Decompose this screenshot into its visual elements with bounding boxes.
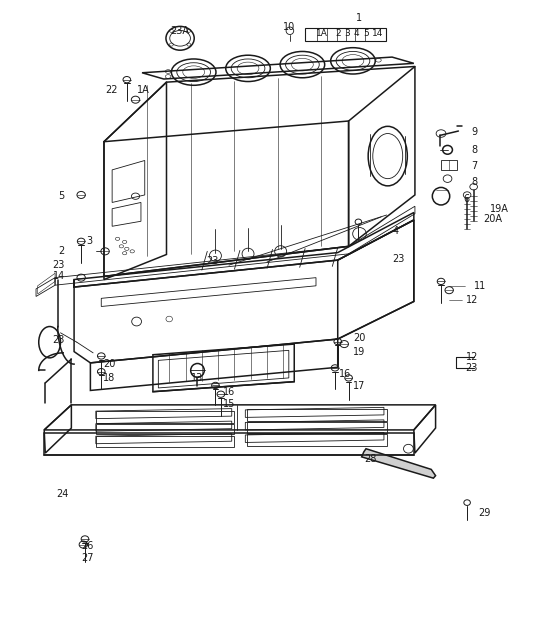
- Text: 4: 4: [354, 29, 360, 38]
- Text: 2: 2: [59, 246, 65, 256]
- Text: 9: 9: [471, 127, 477, 138]
- Text: 28: 28: [364, 455, 376, 464]
- Text: 19: 19: [353, 347, 365, 357]
- Text: 17: 17: [353, 381, 365, 391]
- Text: 14: 14: [52, 271, 65, 281]
- Text: 7: 7: [471, 161, 477, 171]
- Text: 16: 16: [222, 387, 235, 398]
- Text: 12: 12: [466, 295, 479, 305]
- Text: 15: 15: [222, 399, 235, 409]
- Text: 18: 18: [103, 373, 115, 383]
- Text: 23: 23: [465, 363, 478, 373]
- Text: 8: 8: [471, 145, 477, 155]
- Polygon shape: [362, 449, 435, 478]
- Text: 5: 5: [363, 29, 369, 38]
- Text: 1A: 1A: [137, 85, 149, 95]
- Text: 5: 5: [59, 191, 65, 201]
- Text: 8: 8: [471, 178, 477, 187]
- Text: 2: 2: [336, 29, 341, 38]
- Text: 1: 1: [356, 13, 362, 23]
- Text: 20: 20: [103, 359, 116, 369]
- Text: 12: 12: [465, 352, 478, 362]
- Text: 4: 4: [392, 226, 398, 236]
- Text: 10: 10: [283, 22, 295, 32]
- Text: 20: 20: [353, 333, 365, 343]
- Text: 1A: 1A: [316, 29, 328, 38]
- Text: 13: 13: [191, 373, 204, 383]
- Text: 29: 29: [478, 508, 490, 518]
- Text: 24: 24: [56, 489, 69, 499]
- Text: 23: 23: [207, 256, 219, 266]
- Text: 22: 22: [105, 85, 118, 95]
- Text: 23: 23: [52, 335, 65, 345]
- Text: 27: 27: [81, 553, 94, 563]
- Text: 26: 26: [81, 541, 94, 551]
- Text: 19A: 19A: [490, 203, 509, 214]
- Text: 6: 6: [464, 194, 470, 204]
- Text: 11: 11: [474, 281, 486, 291]
- Text: 16: 16: [339, 369, 351, 379]
- Text: 20A: 20A: [483, 214, 502, 224]
- Text: 3: 3: [344, 29, 350, 38]
- Text: 23: 23: [52, 260, 65, 270]
- Text: 3: 3: [86, 236, 92, 246]
- Text: 23A: 23A: [171, 26, 190, 36]
- Text: 23: 23: [392, 254, 404, 264]
- Text: 14: 14: [372, 29, 383, 38]
